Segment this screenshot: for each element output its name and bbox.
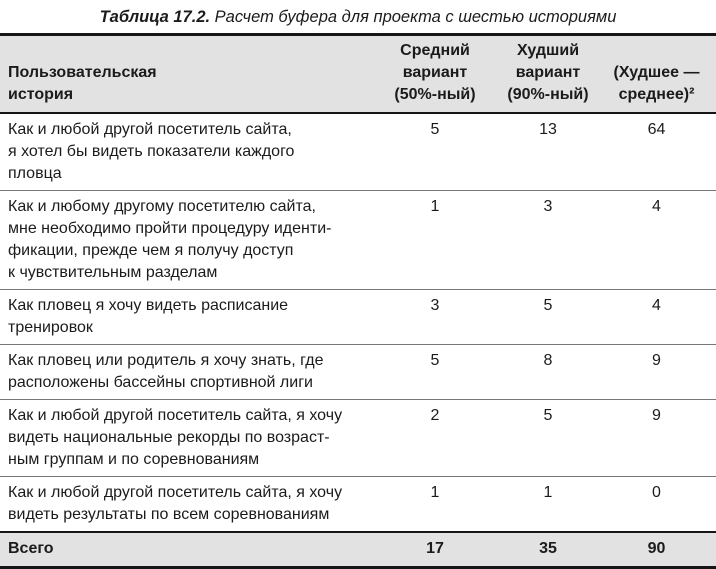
story-cell: Как пловец я хочу видеть расписание трен… [0,289,383,345]
worst-cell: 13 [539,121,557,138]
average-cell: 5 [430,121,440,138]
average-cell: 2 [383,399,487,477]
story-cell: Как и любой другой посетитель сайта, я х… [0,399,383,477]
header-row: Пользовательская история Средний вариант… [0,34,716,114]
table-row: Как и любой другой посетитель сайта, я х… [0,399,716,477]
header-user-story: Пользовательская история [0,34,383,114]
diff-squared-cell: 0 [609,476,716,532]
buffer-calculation-table: Пользовательская история Средний вариант… [0,33,716,569]
average-cell: 5 [383,344,487,400]
diff-squared-cell: 4 [609,289,716,345]
total-diff-squared: 90 [609,531,716,568]
worst-cell: 5 [487,289,609,345]
story-cell: Как пловец или родитель я хочу знать, гд… [0,344,383,400]
table-row: Как и любой другой посетитель сайта, я х… [0,113,716,191]
table-body: Как и любой другой посетитель сайта, я х… [0,113,716,532]
story-cell: Как и любой другой посетитель сайта, я х… [0,476,383,532]
diff-squared-cell: 9 [609,399,716,477]
average-cell: 3 [383,289,487,345]
total-row: Всего 17 35 90 [0,531,716,568]
table-footer: Всего 17 35 90 [0,531,716,568]
total-worst: 35 [487,531,609,568]
header-average-case: Средний вариант (50%-ный) [383,34,487,114]
table-number: Таблица 17.2. [99,8,211,26]
table-row: Как и любой другой посетитель сайта, я х… [0,476,716,532]
diff-squared-cell: 9 [609,344,716,400]
story-cell: Как и любому другому посетителю сайта, м… [0,190,383,290]
header-worst-case: Худший вариант (90%-ный) [487,34,609,114]
worst-cell: 5 [487,399,609,477]
total-average: 17 [383,531,487,568]
table-row: Как и любому другому посетителю сайта, м… [0,190,716,290]
worst-cell: 3 [487,190,609,290]
average-cell: 1 [383,190,487,290]
table-row: Как пловец или родитель я хочу знать, гд… [0,344,716,400]
table-header: Пользовательская история Средний вариант… [0,34,716,114]
average-cell: 1 [383,476,487,532]
table-caption: Таблица 17.2. Расчет буфера для проекта … [0,0,716,33]
total-label: Всего [0,531,383,568]
table-row: Как пловец я хочу видеть расписание трен… [0,289,716,345]
worst-cell: 8 [487,344,609,400]
diff-squared-cell: 64 [647,121,666,138]
story-cell: Как и любой другой посетитель сайта, я х… [8,121,295,182]
table-caption-text: Расчет буфера для проекта с шестью истор… [214,8,617,26]
header-diff-squared: (Худшее — среднее)² [609,34,716,114]
diff-squared-cell: 4 [609,190,716,290]
worst-cell: 1 [487,476,609,532]
